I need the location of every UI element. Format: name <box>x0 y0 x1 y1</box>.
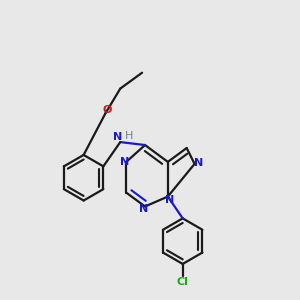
Text: N: N <box>140 204 149 214</box>
Text: N: N <box>165 194 174 205</box>
Text: H: H <box>125 131 134 141</box>
Text: O: O <box>103 105 112 116</box>
Text: N: N <box>113 132 122 142</box>
Text: Cl: Cl <box>177 277 189 287</box>
Text: N: N <box>120 157 129 167</box>
Text: N: N <box>194 158 203 168</box>
